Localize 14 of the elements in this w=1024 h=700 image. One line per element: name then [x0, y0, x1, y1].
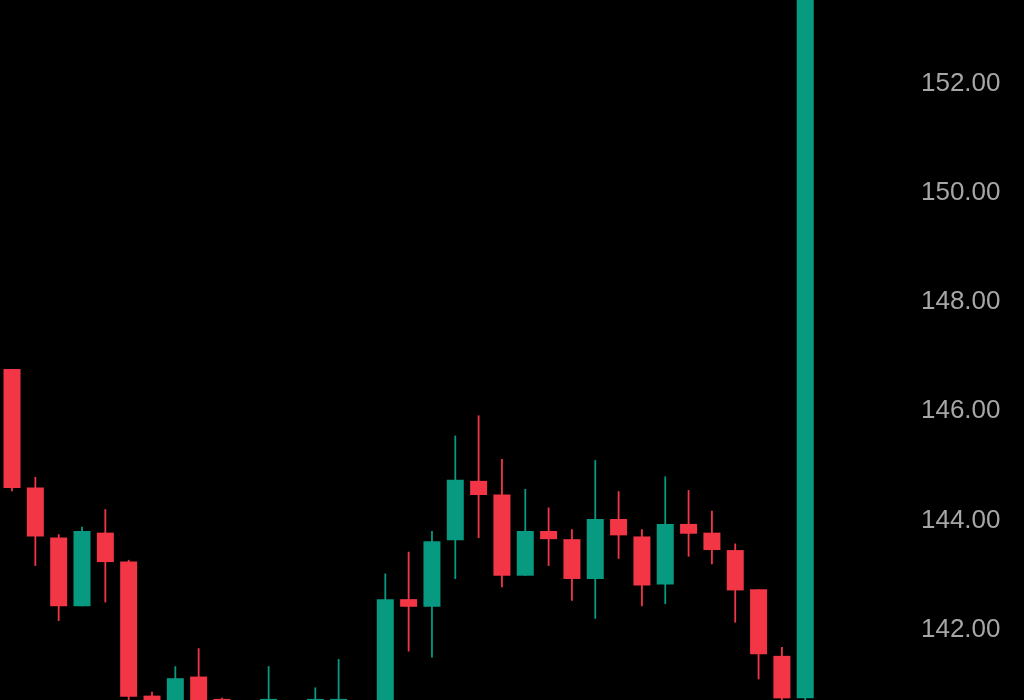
candlestick: [190, 647, 208, 700]
y-tick-label: 148.00: [920, 285, 1001, 316]
candlestick: [703, 509, 721, 566]
y-tick-label: 142.00: [920, 612, 1001, 643]
candlestick: [540, 506, 558, 567]
candlestick: [680, 489, 698, 558]
y-tick-label: 150.00: [920, 176, 1001, 207]
candlestick: [400, 550, 418, 653]
y-tick-label: 146.00: [920, 394, 1001, 425]
y-tick-label: 144.00: [920, 503, 1001, 534]
y-tick-label: 152.00: [920, 67, 1001, 98]
candlestick: [166, 665, 184, 700]
candlestick: [610, 490, 628, 560]
candlestick: [470, 414, 488, 539]
